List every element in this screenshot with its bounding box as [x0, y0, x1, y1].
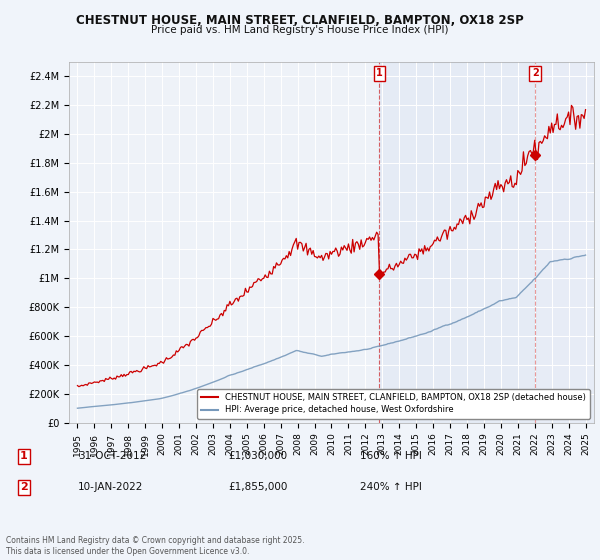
- Text: 1: 1: [20, 451, 28, 461]
- Bar: [379, 62, 535, 423]
- Text: £1,030,000: £1,030,000: [228, 451, 287, 461]
- Text: Contains HM Land Registry data © Crown copyright and database right 2025.
This d: Contains HM Land Registry data © Crown c…: [6, 536, 305, 556]
- Text: 240% ↑ HPI: 240% ↑ HPI: [360, 482, 422, 492]
- Text: 2: 2: [532, 68, 539, 78]
- Text: 10-JAN-2022: 10-JAN-2022: [78, 482, 143, 492]
- Legend: CHESTNUT HOUSE, MAIN STREET, CLANFIELD, BAMPTON, OX18 2SP (detached house), HPI:: CHESTNUT HOUSE, MAIN STREET, CLANFIELD, …: [197, 389, 590, 419]
- Text: 2: 2: [20, 482, 28, 492]
- Bar: [535, 62, 594, 423]
- Text: CHESTNUT HOUSE, MAIN STREET, CLANFIELD, BAMPTON, OX18 2SP: CHESTNUT HOUSE, MAIN STREET, CLANFIELD, …: [76, 14, 524, 27]
- Text: 160% ↑ HPI: 160% ↑ HPI: [360, 451, 422, 461]
- Text: £1,855,000: £1,855,000: [228, 482, 287, 492]
- Text: 31-OCT-2012: 31-OCT-2012: [78, 451, 146, 461]
- Text: 1: 1: [376, 68, 383, 78]
- Text: Price paid vs. HM Land Registry's House Price Index (HPI): Price paid vs. HM Land Registry's House …: [151, 25, 449, 35]
